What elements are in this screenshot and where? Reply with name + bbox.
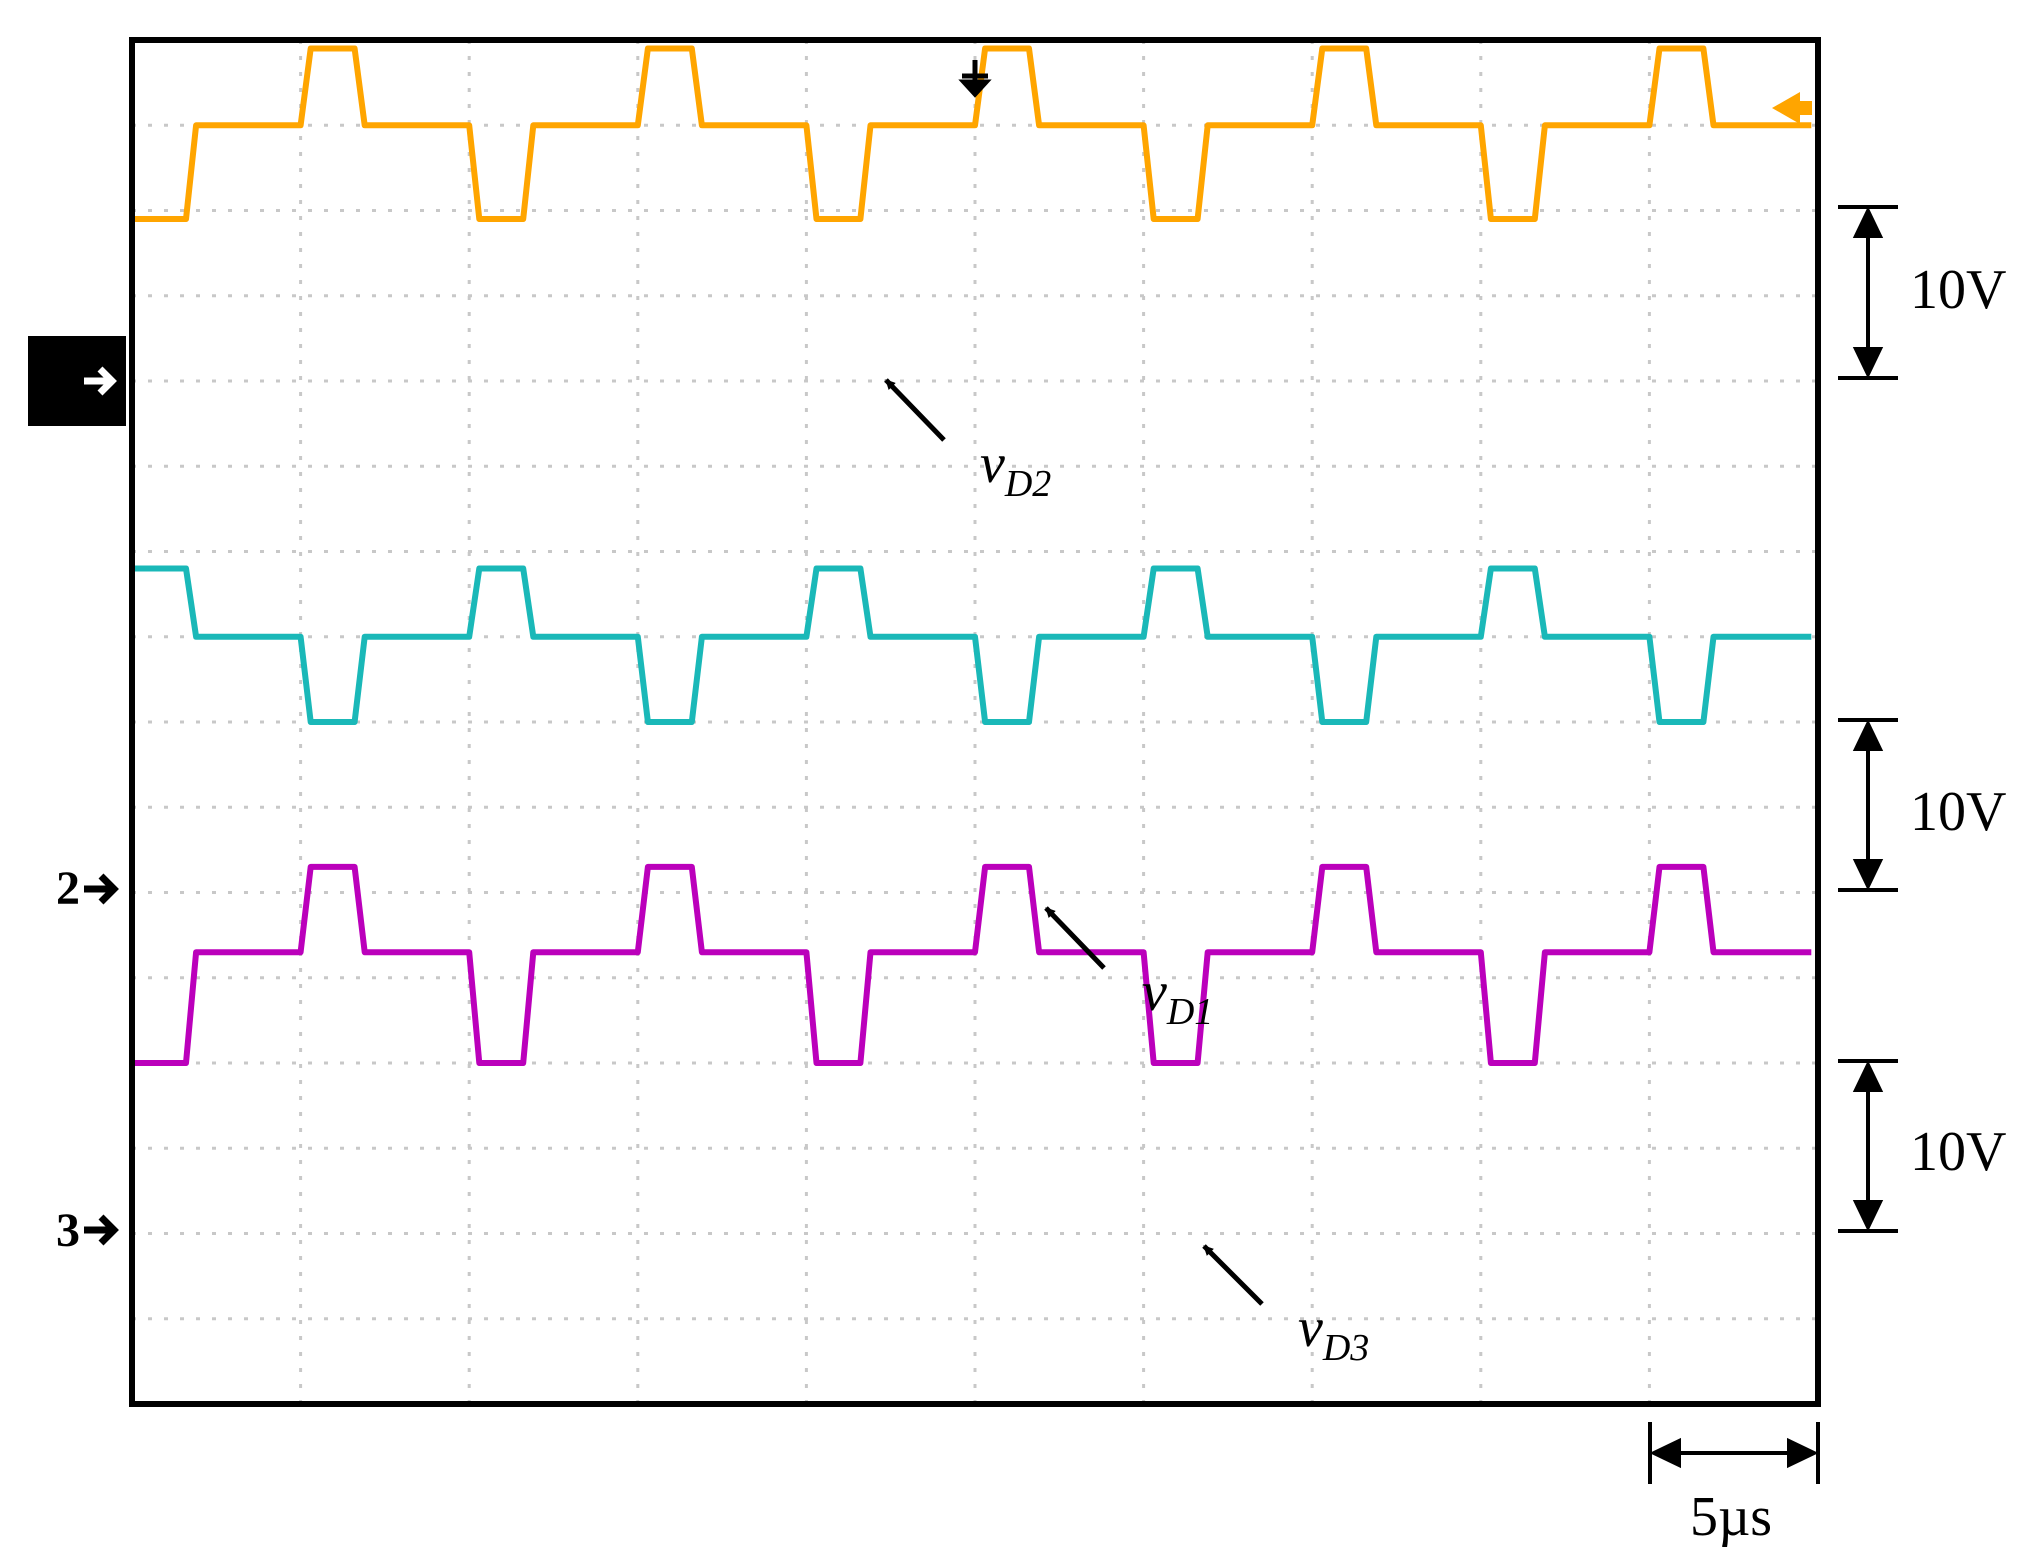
channel-2-marker: 2 [56, 862, 119, 915]
channel-3-marker: 3 [56, 1204, 119, 1257]
vd2-label: vD2 [980, 433, 1051, 505]
scale-label-ch1: 10V [1910, 259, 2006, 321]
plot-frame [129, 37, 1821, 1407]
vd3-annotation-arrow [1202, 1244, 1264, 1306]
trace-vd2 [132, 45, 1812, 222]
time-scale-bar [1648, 1422, 1820, 1484]
trigger-position-marker [958, 60, 992, 98]
vd2-annotation-arrow [884, 378, 946, 442]
trace-vd1 [132, 565, 1812, 725]
channel-1-marker: 1 [28, 336, 126, 426]
scale-bar-ch2 [1838, 718, 1898, 892]
channel-2-number: 2 [56, 862, 80, 915]
channel-1-arrow-icon [84, 366, 117, 396]
trigger-level-marker-tail [1800, 101, 1812, 115]
traces [132, 45, 1812, 1066]
scale-bar-ch1 [1838, 205, 1898, 380]
vd3-label: vD3 [1298, 1297, 1369, 1369]
channel-2-arrow-icon [84, 873, 119, 905]
channel-3-number: 3 [56, 1204, 80, 1257]
channel-3-arrow-icon [84, 1214, 119, 1246]
scale-bar-ch3 [1838, 1059, 1898, 1233]
vd1-label: vD1 [1142, 961, 1213, 1033]
trace-vd3 [132, 863, 1812, 1066]
scale-label-ch3: 10V [1910, 1121, 2006, 1183]
vd1-annotation-arrow [1044, 906, 1106, 970]
scale-label-ch2: 10V [1910, 781, 2006, 843]
channel-1-number: 1 [48, 358, 72, 411]
trigger-level-marker [1772, 92, 1800, 124]
grid [132, 40, 1818, 1404]
time-scale-label: 5µs [1690, 1486, 1772, 1548]
